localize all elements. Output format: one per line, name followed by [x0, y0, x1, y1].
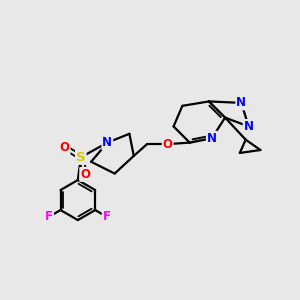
Text: N: N	[207, 132, 217, 145]
Text: N: N	[102, 136, 112, 149]
Text: F: F	[103, 210, 111, 223]
Text: O: O	[163, 138, 173, 151]
Text: S: S	[76, 151, 86, 164]
Text: N: N	[244, 120, 254, 133]
Text: N: N	[236, 96, 246, 110]
Text: F: F	[45, 210, 53, 223]
Text: O: O	[80, 168, 90, 181]
Text: O: O	[60, 141, 70, 154]
